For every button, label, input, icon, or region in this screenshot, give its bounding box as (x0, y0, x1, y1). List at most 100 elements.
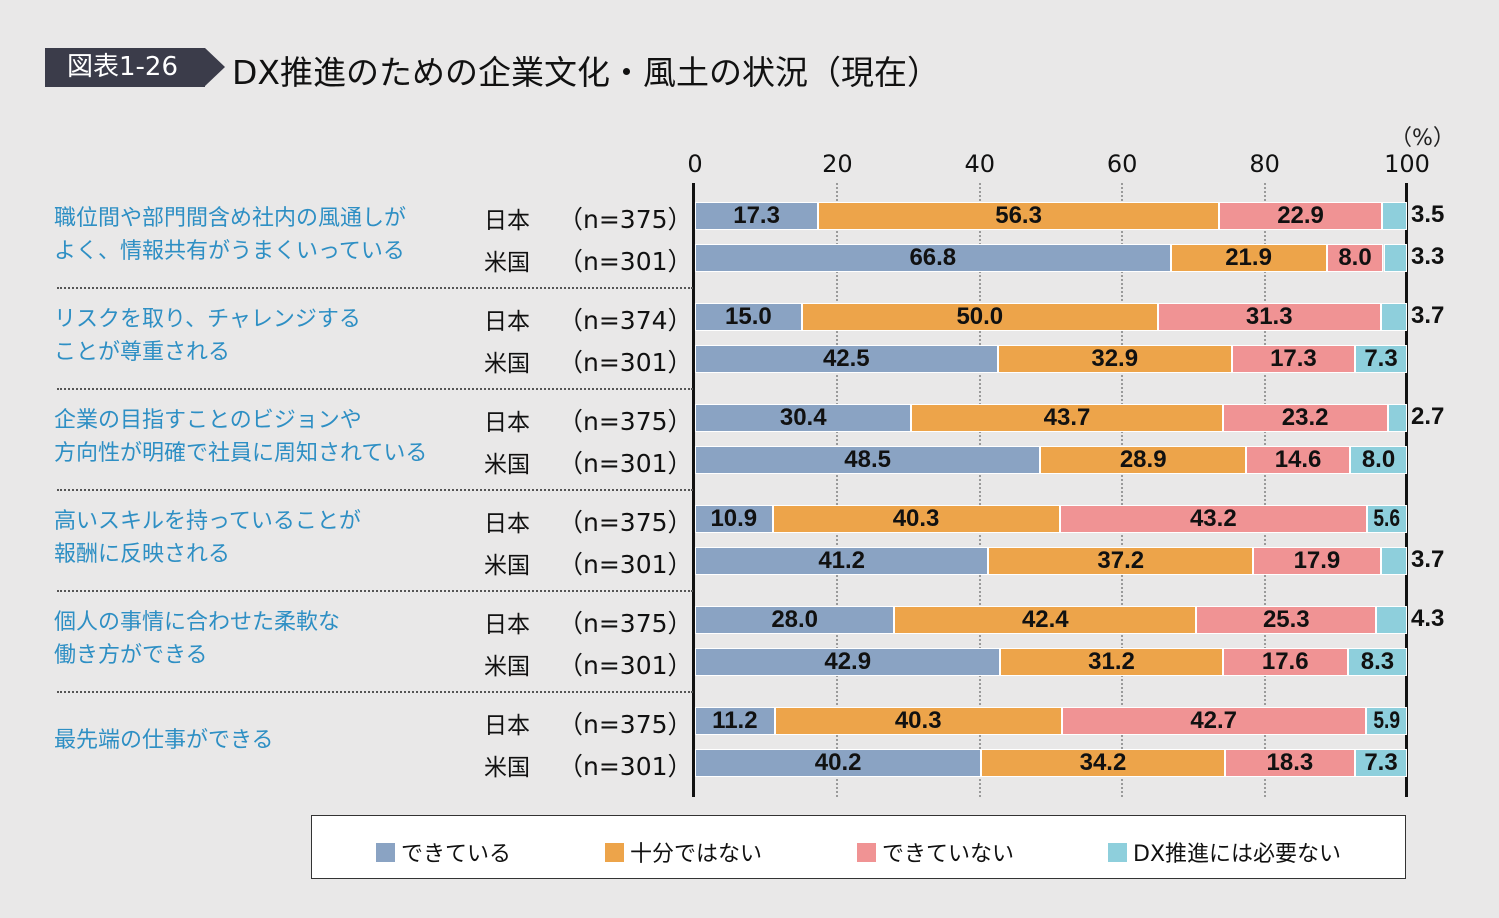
data-label: 17.3 (733, 202, 780, 229)
sample-size: （n=301） (558, 752, 693, 781)
country-label: 米国 (484, 351, 530, 377)
group-label: 企業の目指すことのビジョンや (54, 408, 362, 433)
bar-segment-3: 22.9 (1219, 202, 1383, 230)
group-label: 最先端の仕事ができる (54, 727, 274, 753)
bar-segment-3: 42.7 (1061, 707, 1366, 735)
bar-segment-2: 34.2 (981, 749, 1225, 777)
bar-segment-4: 5.6 (1367, 505, 1407, 533)
bar-segment-2: 31.2 (1000, 648, 1223, 676)
sample-size: （n=375） (558, 205, 693, 234)
group-label: よく、情報共有がうまくいっている (54, 239, 405, 264)
bar-segment-4 (1382, 202, 1407, 230)
country-label: 日本 (484, 208, 530, 234)
x-tick-label: 100 (1384, 150, 1430, 178)
data-label-outside: 2.7 (1411, 403, 1445, 430)
data-label-outside: 3.7 (1411, 302, 1445, 329)
legend-label: できていない (882, 842, 1015, 867)
group-separator (57, 287, 693, 289)
group-label: 高いスキルを持っていることが (54, 509, 361, 534)
bar-segment-4: 8.0 (1350, 446, 1407, 474)
data-label: 43.7 (1043, 404, 1091, 431)
data-label: 22.9 (1277, 202, 1324, 229)
data-label: 42.4 (1021, 606, 1069, 633)
data-label: 66.8 (909, 244, 957, 271)
data-label: 8.3 (1360, 648, 1395, 675)
data-label: 31.2 (1088, 648, 1135, 675)
legend-item: できていない (857, 836, 1014, 868)
bar-segment-4 (1383, 244, 1407, 272)
sample-size: （n=375） (558, 609, 693, 638)
data-label: 25.3 (1262, 606, 1310, 633)
chart-title: DX推進のための企業文化・風土の状況（現在） (232, 53, 941, 92)
sample-size: （n=301） (558, 651, 693, 680)
data-label-outside: 3.5 (1411, 201, 1445, 228)
data-label: 7.3 (1364, 749, 1398, 776)
data-label-outside: 3.7 (1411, 546, 1445, 573)
data-label: 41.2 (818, 547, 866, 574)
data-label: 30.4 (779, 404, 827, 431)
bar-segment-2: 21.9 (1170, 244, 1327, 272)
data-label: 40.2 (814, 749, 862, 776)
country-label: 米国 (484, 553, 530, 579)
data-label: 14.6 (1274, 446, 1322, 473)
bar-segment-2: 50.0 (801, 303, 1158, 331)
data-label: 15.0 (725, 303, 772, 330)
bar-segment-3: 17.9 (1253, 547, 1381, 575)
legend-label: 十分ではない (630, 842, 763, 867)
group-separator (57, 388, 693, 390)
data-label: 32.9 (1091, 345, 1139, 372)
bar-segment-1: 41.2 (695, 547, 989, 575)
bar-segment-2: 37.2 (988, 547, 1254, 575)
figure-number-badge: 図表1-26 (45, 48, 225, 87)
unit-label: （%） (1390, 126, 1455, 151)
data-label: 34.2 (1079, 749, 1127, 776)
bar-segment-3: 25.3 (1196, 606, 1377, 634)
bar-segment-3: 17.3 (1231, 345, 1356, 373)
sample-size: （n=374） (558, 306, 693, 335)
data-label: 5.6 (1373, 505, 1401, 532)
bar-segment-2: 32.9 (997, 345, 1232, 373)
data-label: 43.2 (1189, 505, 1237, 532)
legend-swatch (857, 842, 876, 862)
legend-swatch (605, 842, 624, 862)
x-tick-label: 0 (687, 150, 703, 178)
group-label: 方向性が明確で社員に周知されている (54, 441, 428, 466)
data-label: 5.9 (1372, 707, 1400, 734)
bar-segment-3: 43.2 (1059, 505, 1368, 533)
x-axis-right (1405, 183, 1408, 797)
data-label: 11.2 (712, 707, 758, 734)
data-label: 18.3 (1266, 749, 1314, 776)
country-label: 日本 (484, 612, 530, 638)
bar-segment-4: 7.3 (1355, 749, 1407, 777)
country-label: 米国 (484, 250, 530, 276)
gridline (1263, 183, 1266, 797)
sample-size: （n=301） (558, 550, 693, 579)
data-label: 48.5 (844, 446, 892, 473)
sample-size: （n=301） (558, 449, 693, 478)
legend-label: DX推進には必要ない (1133, 842, 1342, 867)
bar-segment-3: 23.2 (1222, 404, 1388, 432)
group-label: 職位間や部門間含め社内の風通しが (54, 206, 407, 231)
data-label: 50.0 (956, 303, 1004, 330)
data-label: 40.3 (892, 505, 940, 532)
x-tick-label: 60 (1106, 150, 1138, 178)
gridline (978, 183, 981, 797)
data-label: 17.9 (1293, 547, 1341, 574)
data-label: 42.5 (822, 345, 870, 372)
country-label: 米国 (484, 654, 530, 680)
bar-segment-1: 28.0 (695, 606, 895, 634)
legend-item: 十分ではない (605, 836, 762, 868)
country-label: 米国 (484, 452, 530, 478)
data-label: 8.0 (1361, 446, 1396, 473)
data-label: 21.9 (1225, 244, 1272, 271)
bar-segment-1: 10.9 (695, 505, 773, 533)
legend-swatch (376, 842, 395, 862)
group-label: 働き方ができる (54, 643, 208, 668)
sample-size: （n=375） (558, 407, 693, 436)
data-label: 10.9 (710, 505, 758, 532)
x-tick-label: 40 (964, 150, 996, 178)
country-label: 米国 (484, 755, 530, 781)
data-label: 42.9 (824, 648, 872, 675)
country-label: 日本 (484, 713, 530, 739)
group-label: ことが尊重される (54, 340, 231, 365)
